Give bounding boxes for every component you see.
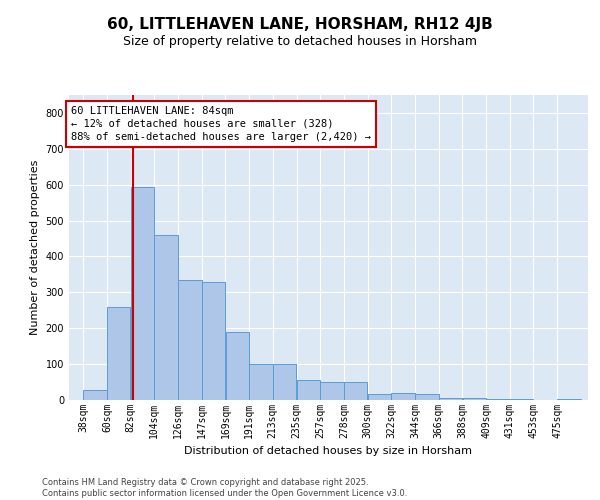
Bar <box>107 306 130 400</box>
Text: 60, LITTLEHAVEN LANE, HORSHAM, RH12 4JB: 60, LITTLEHAVEN LANE, HORSHAM, RH12 4JB <box>107 18 493 32</box>
X-axis label: Distribution of detached houses by size in Horsham: Distribution of detached houses by size … <box>185 446 473 456</box>
Bar <box>391 393 415 400</box>
Text: Contains HM Land Registry data © Crown copyright and database right 2025.
Contai: Contains HM Land Registry data © Crown c… <box>42 478 407 498</box>
Bar <box>273 364 296 400</box>
Bar <box>415 394 439 400</box>
Bar <box>486 398 509 400</box>
Bar <box>249 364 272 400</box>
Bar <box>154 235 178 400</box>
Bar <box>368 394 391 400</box>
Y-axis label: Number of detached properties: Number of detached properties <box>30 160 40 335</box>
Bar <box>83 390 107 400</box>
Text: 60 LITTLEHAVEN LANE: 84sqm
← 12% of detached houses are smaller (328)
88% of sem: 60 LITTLEHAVEN LANE: 84sqm ← 12% of deta… <box>71 106 371 142</box>
Text: Size of property relative to detached houses in Horsham: Size of property relative to detached ho… <box>123 35 477 48</box>
Bar <box>202 282 225 400</box>
Bar <box>320 382 344 400</box>
Bar <box>439 398 462 400</box>
Bar <box>344 382 367 400</box>
Bar <box>178 280 202 400</box>
Bar <box>557 398 581 400</box>
Bar <box>463 398 486 400</box>
Bar <box>226 332 249 400</box>
Bar <box>296 380 320 400</box>
Bar <box>131 186 154 400</box>
